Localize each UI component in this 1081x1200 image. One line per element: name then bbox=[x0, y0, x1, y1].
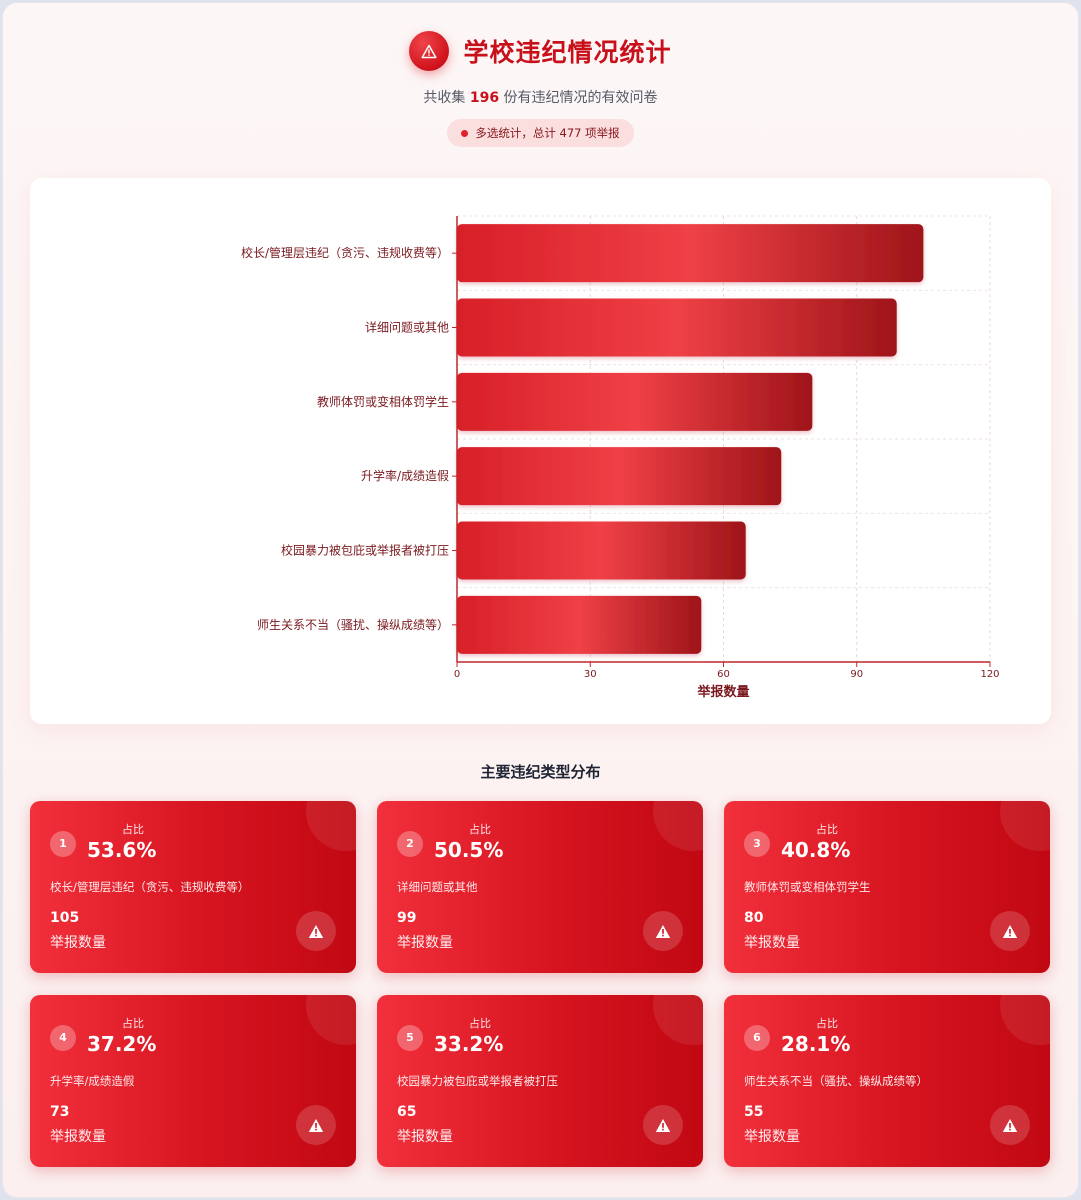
stat-card[interactable]: 4 占比 37.2% 升学率/成绩造假 73 举报数量 bbox=[30, 995, 356, 1167]
percentage-value: 40.8% bbox=[781, 838, 851, 862]
report-count: 99 bbox=[397, 910, 417, 926]
stat-card[interactable]: 6 占比 28.1% 师生关系不当（骚扰、操纵成绩等） 55 举报数量 bbox=[724, 995, 1050, 1167]
x-tick-label: 0 bbox=[454, 669, 460, 680]
x-tick-label: 120 bbox=[980, 669, 999, 680]
category-label: 详细问题或其他 bbox=[365, 320, 449, 335]
percentage-value: 33.2% bbox=[434, 1032, 504, 1056]
report-count: 73 bbox=[50, 1104, 70, 1120]
percentage-label: 占比 bbox=[122, 823, 144, 836]
header: 学校违纪情况统计 共收集 196 份有违纪情况的有效问卷 多选统计，总计 477… bbox=[3, 29, 1078, 147]
page-frame: 学校违纪情况统计 共收集 196 份有违纪情况的有效问卷 多选统计，总计 477… bbox=[3, 3, 1078, 1197]
warning-icon[interactable] bbox=[643, 911, 683, 951]
bar[interactable] bbox=[457, 595, 702, 654]
stat-card[interactable]: 3 占比 40.8% 教师体罚或变相体罚学生 80 举报数量 bbox=[724, 801, 1050, 973]
report-count: 65 bbox=[397, 1104, 417, 1120]
report-count: 105 bbox=[50, 910, 80, 926]
page-subtitle: 共收集 196 份有违纪情况的有效问卷 bbox=[423, 90, 658, 106]
rank-badge: 2 bbox=[397, 831, 423, 857]
bar[interactable] bbox=[457, 521, 746, 580]
warning-icon[interactable] bbox=[990, 911, 1030, 951]
rank-badge: 3 bbox=[744, 831, 770, 857]
category-name: 升学率/成绩造假 bbox=[50, 1074, 135, 1088]
rank-badge: 5 bbox=[397, 1025, 423, 1051]
percentage-value: 28.1% bbox=[781, 1032, 851, 1056]
percentage-value: 53.6% bbox=[87, 838, 157, 862]
warning-icon[interactable] bbox=[296, 1105, 336, 1145]
survey-count: 196 bbox=[469, 90, 500, 106]
stat-card[interactable]: 2 占比 50.5% 详细问题或其他 99 举报数量 bbox=[377, 801, 703, 973]
bar-chart-card: 校长/管理层违纪（贪污、违规收费等） 详细问题或其他教师体罚或变相体罚学生升学率/… bbox=[30, 178, 1051, 724]
x-tick-label: 90 bbox=[850, 669, 863, 680]
stat-card[interactable]: 1 占比 53.6% 校长/管理层违纪（贪污、违规收费等） 105 举报数量 bbox=[30, 801, 356, 973]
category-label: 校园暴力被包庇或举报者被打压 bbox=[281, 543, 449, 558]
category-name: 详细问题或其他 bbox=[397, 880, 478, 894]
x-tick-label: 30 bbox=[584, 669, 597, 680]
x-tick-label: 60 bbox=[717, 669, 730, 680]
warning-icon[interactable] bbox=[296, 911, 336, 951]
bar[interactable] bbox=[457, 224, 924, 283]
bar[interactable] bbox=[457, 372, 813, 431]
section-title: 主要违纪类型分布 bbox=[480, 763, 601, 781]
percentage-label: 占比 bbox=[816, 823, 838, 836]
report-count-label: 举报数量 bbox=[50, 935, 106, 951]
category-label: 师生关系不当（骚扰、操纵成绩等） bbox=[257, 617, 449, 632]
percentage-value: 50.5% bbox=[434, 838, 504, 862]
bar-chart: 校长/管理层违纪（贪污、违规收费等） 详细问题或其他教师体罚或变相体罚学生升学率/… bbox=[241, 215, 1000, 700]
warning-icon[interactable] bbox=[643, 1105, 683, 1145]
report-count: 55 bbox=[744, 1104, 764, 1120]
category-label: 教师体罚或变相体罚学生 bbox=[317, 394, 449, 409]
percentage-label: 占比 bbox=[816, 1017, 838, 1030]
category-label: 升学率/成绩造假 bbox=[361, 468, 449, 483]
report-count-label: 举报数量 bbox=[744, 1129, 800, 1145]
percentage-value: 37.2% bbox=[87, 1032, 157, 1056]
category-name: 校园暴力被包庇或举报者被打压 bbox=[397, 1074, 558, 1088]
report-count-label: 举报数量 bbox=[50, 1129, 106, 1145]
category-label: 校长/管理层违纪（贪污、违规收费等） bbox=[241, 245, 449, 260]
report-count-label: 举报数量 bbox=[744, 935, 800, 951]
warning-triangle-icon bbox=[409, 31, 450, 71]
x-axis-title: 举报数量 bbox=[696, 684, 749, 700]
percentage-label: 占比 bbox=[469, 823, 491, 836]
rank-badge: 4 bbox=[50, 1025, 76, 1051]
category-name: 师生关系不当（骚扰、操纵成绩等） bbox=[744, 1074, 928, 1088]
percentage-label: 占比 bbox=[469, 1017, 491, 1030]
bar[interactable] bbox=[457, 447, 782, 506]
stat-card[interactable]: 5 占比 33.2% 校园暴力被包庇或举报者被打压 65 举报数量 bbox=[377, 995, 703, 1167]
category-name: 教师体罚或变相体罚学生 bbox=[744, 880, 871, 894]
rank-badge: 1 bbox=[50, 831, 76, 857]
bar[interactable] bbox=[457, 298, 897, 357]
rank-badge: 6 bbox=[744, 1025, 770, 1051]
warning-icon[interactable] bbox=[990, 1105, 1030, 1145]
badge-dot bbox=[461, 129, 469, 137]
report-count: 80 bbox=[744, 910, 764, 926]
total-reports-badge: 多选统计，总计 477 项举报 bbox=[447, 119, 634, 147]
percentage-label: 占比 bbox=[122, 1017, 144, 1030]
report-count-label: 举报数量 bbox=[397, 935, 453, 951]
category-name: 校长/管理层违纪（贪污、违规收费等） bbox=[50, 880, 250, 894]
page-title: 学校违纪情况统计 bbox=[463, 38, 672, 67]
report-count-label: 举报数量 bbox=[397, 1129, 453, 1145]
